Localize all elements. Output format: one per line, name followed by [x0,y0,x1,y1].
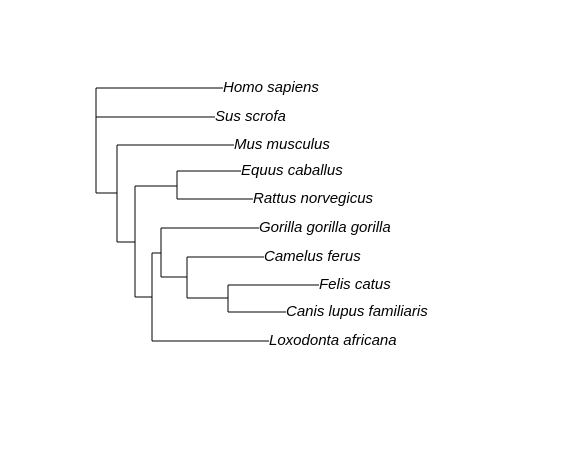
tip-labels: Homo sapiens Sus scrofa Mus musculus Equ… [215,79,428,349]
tip-label-sus-scrofa: Sus scrofa [215,108,286,125]
tip-label-gorilla-gorilla-gorilla: Gorilla gorilla gorilla [259,219,391,236]
tip-label-homo-sapiens: Homo sapiens [223,79,319,96]
tree-branches [95,87,319,342]
tip-label-felis-catus: Felis catus [319,276,391,293]
tip-label-canis-lupus-familiaris: Canis lupus familiaris [286,303,428,320]
tip-label-camelus-ferus: Camelus ferus [264,248,361,265]
tip-label-loxodonta-africana: Loxodonta africana [269,332,397,349]
tip-label-mus-musculus: Mus musculus [234,136,330,153]
tip-label-equus-caballus: Equus caballus [241,162,343,179]
tip-label-rattus-norvegicus: Rattus norvegicus [253,190,374,207]
